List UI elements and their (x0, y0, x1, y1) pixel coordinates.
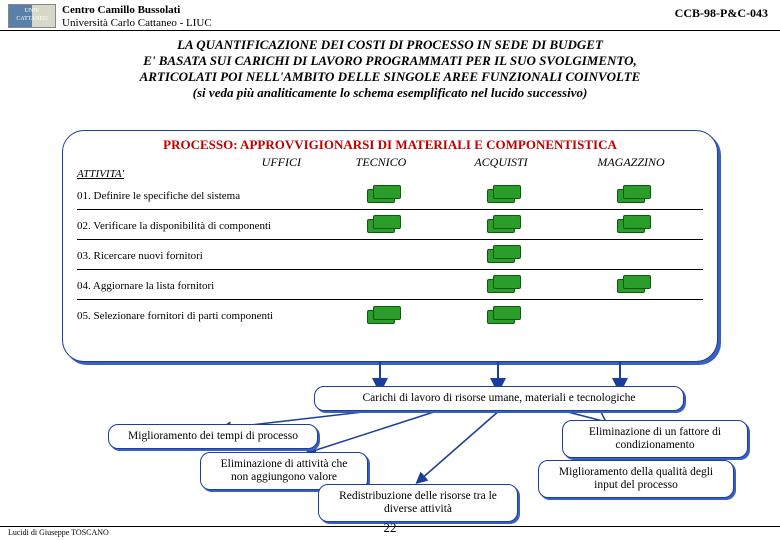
footer-page: 22 (384, 520, 397, 536)
row-cell (443, 275, 563, 296)
cash-icon (485, 306, 521, 324)
header-line2: Università Carlo Cattaneo - LIUC (62, 17, 212, 30)
row-cell (323, 185, 443, 206)
process-title: PROCESSO: APPROVVIGIONARSI DI MATERIALI … (63, 131, 717, 155)
row-cell (443, 245, 563, 266)
row-label: 03. Ricercare nuovi fornitori (77, 250, 323, 262)
row-cell (323, 215, 443, 236)
row-cell (563, 185, 703, 206)
row-label: 05. Selezionare fornitori di parti compo… (77, 310, 323, 322)
row-cell (443, 215, 563, 236)
title-l4: (si veda più analiticamente lo schema es… (40, 85, 740, 101)
rows-container: 01. Definire le specifiche del sistema 02… (63, 180, 717, 330)
footer: Lucidi di Giuseppe TOSCANO 22 (0, 526, 780, 538)
column-headers: UFFICI TECNICO ACQUISTI MAGAZZINO (63, 155, 717, 170)
row-label: 01. Definire le specifiche del sistema (77, 190, 323, 202)
table-row: 02. Verificare la disponibilità di compo… (77, 210, 703, 240)
cash-icon (365, 306, 401, 324)
table-row: 04. Aggiornare la lista fornitori (77, 270, 703, 300)
table-row: 03. Ricercare nuovi fornitori (77, 240, 703, 270)
table-row: 05. Selezionare fornitori di parti compo… (77, 300, 703, 330)
col-acquisti: ACQUISTI (441, 155, 561, 170)
row-cell (443, 306, 563, 327)
callout-redistr: Redistribuzione delle risorse tra le div… (318, 484, 518, 522)
cash-icon (485, 275, 521, 293)
title-l3: ARTICOLATI POI NELL'AMBITO DELLE SINGOLE… (40, 69, 740, 85)
cash-icon (365, 215, 401, 233)
callout-elim-fatt: Eliminazione di un fattore di condiziona… (562, 420, 748, 458)
table-row: 01. Definire le specifiche del sistema (77, 180, 703, 210)
row-label: 04. Aggiornare la lista fornitori (77, 280, 323, 292)
footer-author: Lucidi di Giuseppe TOSCANO (8, 528, 109, 537)
col-tecnico: TECNICO (321, 155, 441, 170)
cash-icon (485, 245, 521, 263)
cash-icon (615, 215, 651, 233)
cash-icon (485, 215, 521, 233)
cash-icon (485, 185, 521, 203)
cash-icon (615, 185, 651, 203)
title-l1: LA QUANTIFICAZIONE DEI COSTI DI PROCESSO… (40, 37, 740, 53)
header-line1: Centro Camillo Bussolati (62, 4, 212, 17)
title-block: LA QUANTIFICAZIONE DEI COSTI DI PROCESSO… (0, 31, 780, 105)
logo: UNIVCATTANEO (8, 4, 56, 28)
col-magazzino: MAGAZZINO (561, 155, 701, 170)
title-l2: E' BASATA SUI CARICHI DI LAVORO PROGRAMM… (40, 53, 740, 69)
row-label: 02. Verificare la disponibilità di compo… (77, 220, 323, 232)
callout-tempi: Miglioramento dei tempi di processo (108, 424, 318, 449)
callout-carichi: Carichi di lavoro di risorse umane, mate… (314, 386, 684, 411)
header-text: Centro Camillo Bussolati Università Carl… (62, 4, 212, 30)
header: UNIVCATTANEO Centro Camillo Bussolati Un… (0, 0, 780, 31)
cash-icon (365, 185, 401, 203)
callout-qualita: Miglioramento della qualità degli input … (538, 460, 734, 498)
header-code: CCB-98-P&C-043 (675, 6, 768, 21)
row-cell (323, 306, 443, 327)
row-cell (563, 275, 703, 296)
cash-icon (615, 275, 651, 293)
row-cell (443, 185, 563, 206)
row-cell (563, 215, 703, 236)
process-box: PROCESSO: APPROVVIGIONARSI DI MATERIALI … (62, 130, 718, 362)
